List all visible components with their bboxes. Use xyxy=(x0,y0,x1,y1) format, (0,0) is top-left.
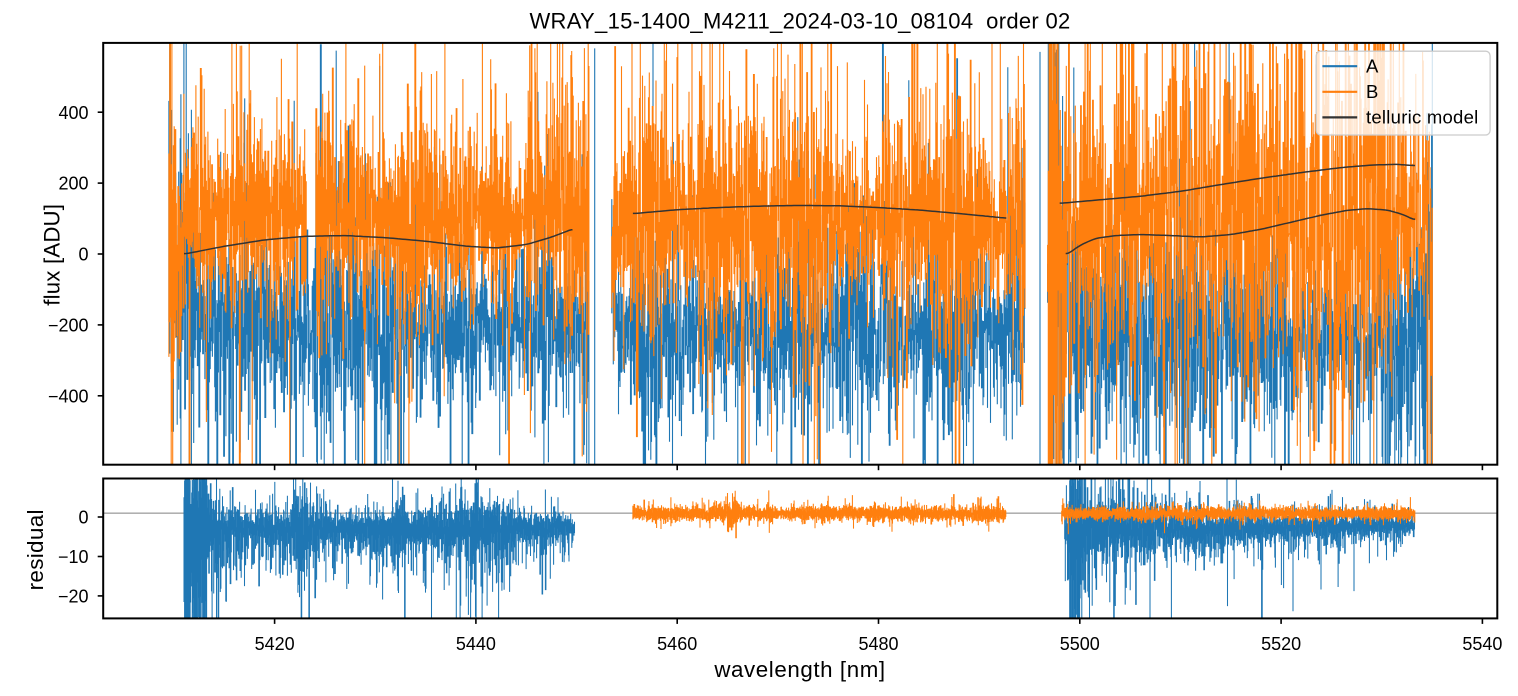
svg-text:−400: −400 xyxy=(48,386,89,406)
svg-text:5440: 5440 xyxy=(456,634,496,654)
svg-text:0: 0 xyxy=(78,245,88,265)
svg-text:residual: residual xyxy=(23,509,48,590)
svg-text:400: 400 xyxy=(58,103,88,123)
svg-text:B: B xyxy=(1366,81,1379,102)
svg-text:flux [ADU]: flux [ADU] xyxy=(40,204,65,306)
svg-text:−10: −10 xyxy=(58,547,89,567)
svg-text:A: A xyxy=(1366,56,1379,77)
svg-text:5500: 5500 xyxy=(1060,634,1100,654)
svg-text:5540: 5540 xyxy=(1462,634,1502,654)
svg-text:200: 200 xyxy=(58,174,88,194)
svg-text:5520: 5520 xyxy=(1261,634,1301,654)
svg-text:wavelength [nm]: wavelength [nm] xyxy=(713,657,885,682)
svg-text:WRAY_15-1400_M4211_2024-03-10_: WRAY_15-1400_M4211_2024-03-10_08104 orde… xyxy=(529,9,1070,34)
svg-text:5420: 5420 xyxy=(255,634,295,654)
svg-text:5460: 5460 xyxy=(657,634,697,654)
svg-text:telluric model: telluric model xyxy=(1366,107,1479,128)
svg-text:0: 0 xyxy=(78,508,88,528)
svg-text:5480: 5480 xyxy=(858,634,898,654)
svg-text:−20: −20 xyxy=(58,587,89,607)
svg-text:−200: −200 xyxy=(48,316,89,336)
